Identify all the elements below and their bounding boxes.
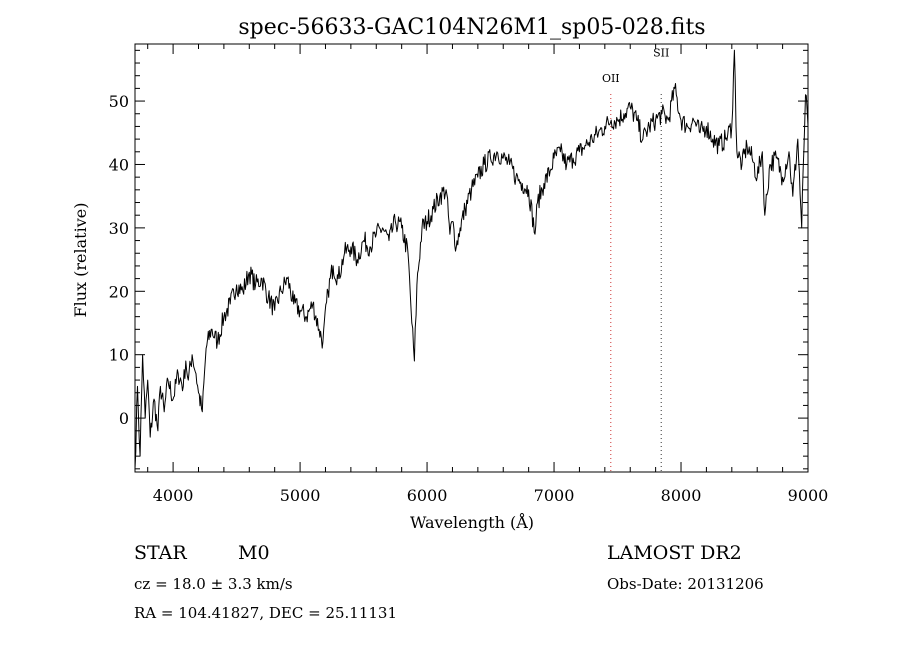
spectrum-series-line <box>134 49 809 469</box>
object-subclass: M0 <box>238 542 270 564</box>
object-class: STAR <box>134 542 187 564</box>
x-tick-label: 7000 <box>534 486 575 505</box>
spectral-line-label: OII <box>602 72 620 85</box>
x-tick-label: 9000 <box>788 486 829 505</box>
spectral-line-label: SII <box>653 47 669 60</box>
chart-title: spec-56633-GAC104N26M1_sp05-028.fits <box>238 15 705 40</box>
y-tick-label: 50 <box>109 92 129 111</box>
y-tick-label: 20 <box>109 282 129 301</box>
y-axis-label: Flux (relative) <box>71 203 90 318</box>
x-tick-label: 8000 <box>661 486 702 505</box>
y-tick-label: 10 <box>109 346 129 365</box>
x-tick-label: 6000 <box>407 486 448 505</box>
redshift-velocity: cz = 18.0 ± 3.3 km/s <box>134 575 293 593</box>
plot-area: 4000 5000 6000 7000 8000 9000 0 10 20 30 40 50 OII SI… <box>109 43 829 505</box>
sky-coordinates: RA = 104.41827, DEC = 25.11131 <box>134 604 398 622</box>
x-tick-label: 5000 <box>280 486 321 505</box>
y-tick-label: 30 <box>109 219 129 238</box>
observation-date: Obs-Date: 20131206 <box>607 575 764 593</box>
y-tick-label: 40 <box>109 155 129 174</box>
plot-frame <box>134 43 809 473</box>
x-axis-label: Wavelength (Å) <box>410 512 534 532</box>
x-tick-label: 4000 <box>153 486 194 505</box>
y-tick-label: 0 <box>119 409 129 428</box>
survey-name: LAMOST DR2 <box>607 542 742 564</box>
